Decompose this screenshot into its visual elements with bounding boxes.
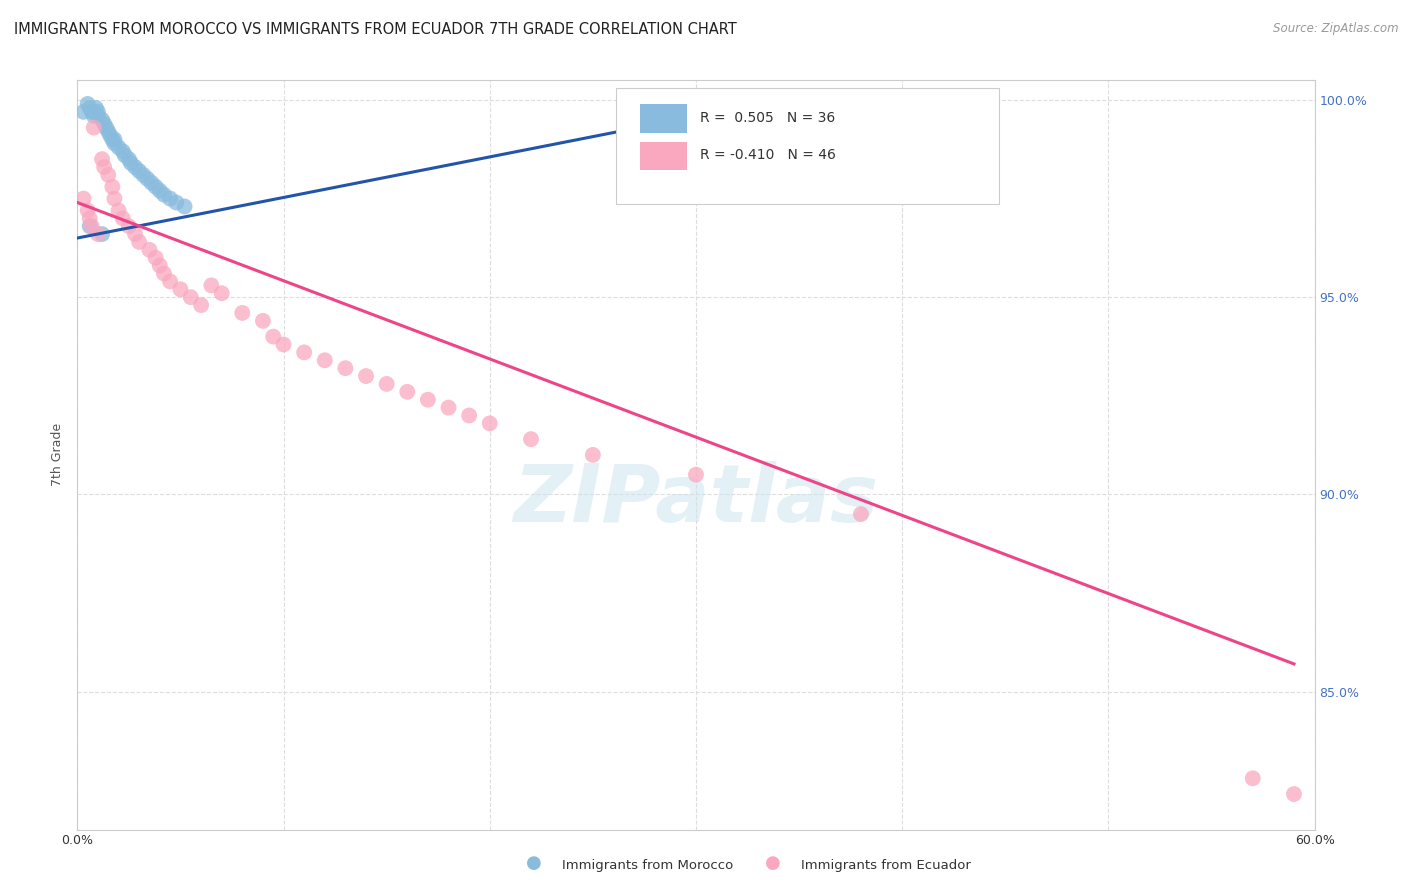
Point xyxy=(159,274,181,288)
Point xyxy=(335,361,357,376)
Text: IMMIGRANTS FROM MOROCCO VS IMMIGRANTS FROM ECUADOR 7TH GRADE CORRELATION CHART: IMMIGRANTS FROM MOROCCO VS IMMIGRANTS FR… xyxy=(14,22,737,37)
Point xyxy=(87,109,110,123)
Point xyxy=(169,282,191,296)
Point xyxy=(87,104,110,119)
Point xyxy=(124,227,146,241)
Point xyxy=(76,97,98,112)
Point xyxy=(190,298,212,312)
Point xyxy=(849,507,872,521)
Point xyxy=(93,117,115,131)
Point xyxy=(103,132,125,146)
Text: ●: ● xyxy=(526,855,543,872)
Point xyxy=(79,211,101,226)
Point xyxy=(437,401,460,415)
Bar xyxy=(640,142,688,170)
Text: Immigrants from Morocco: Immigrants from Morocco xyxy=(562,859,734,872)
Point xyxy=(96,120,118,135)
Point xyxy=(87,227,110,241)
Point xyxy=(153,267,176,281)
Bar xyxy=(640,104,688,133)
Point xyxy=(76,203,98,218)
Point xyxy=(159,192,181,206)
Point xyxy=(262,329,284,343)
Point xyxy=(252,314,274,328)
Text: R = -0.410   N = 46: R = -0.410 N = 46 xyxy=(700,148,835,162)
Point xyxy=(118,219,141,234)
Point xyxy=(273,337,295,351)
Point xyxy=(416,392,439,407)
Point xyxy=(211,286,233,301)
Point xyxy=(165,195,187,210)
Text: ●: ● xyxy=(765,855,782,872)
Point xyxy=(149,259,172,273)
Point xyxy=(79,101,101,115)
Point xyxy=(72,192,94,206)
Point xyxy=(153,187,176,202)
Point xyxy=(173,199,195,213)
Point xyxy=(314,353,336,368)
Point xyxy=(145,179,167,194)
Point xyxy=(136,172,159,186)
Point xyxy=(79,219,101,234)
Point xyxy=(141,176,163,190)
Point xyxy=(103,192,125,206)
Point xyxy=(101,132,124,146)
Point xyxy=(97,168,120,182)
Point xyxy=(91,112,114,127)
Point xyxy=(132,168,155,182)
Point xyxy=(83,109,105,123)
Point xyxy=(93,160,115,174)
Text: R =  0.505   N = 36: R = 0.505 N = 36 xyxy=(700,111,835,125)
Point xyxy=(138,243,160,257)
Point xyxy=(72,104,94,119)
Point xyxy=(128,164,150,178)
Point xyxy=(128,235,150,249)
Point xyxy=(396,384,419,399)
Point xyxy=(685,467,707,482)
Point xyxy=(97,124,120,138)
Point xyxy=(520,432,543,446)
Point xyxy=(1241,772,1264,786)
Point xyxy=(83,120,105,135)
Point xyxy=(101,179,124,194)
Text: Source: ZipAtlas.com: Source: ZipAtlas.com xyxy=(1274,22,1399,36)
Point xyxy=(98,128,121,143)
Point xyxy=(582,448,605,462)
Point xyxy=(149,184,172,198)
Point xyxy=(375,376,398,391)
Point xyxy=(107,140,129,154)
FancyBboxPatch shape xyxy=(616,87,1000,204)
Point xyxy=(787,101,810,115)
Point xyxy=(91,152,114,166)
Point xyxy=(1282,787,1305,801)
Point xyxy=(478,417,501,431)
Point xyxy=(644,97,666,112)
Text: Immigrants from Ecuador: Immigrants from Ecuador xyxy=(801,859,972,872)
Point xyxy=(91,227,114,241)
Point xyxy=(114,148,136,162)
Point xyxy=(103,136,125,151)
Point xyxy=(84,101,107,115)
Y-axis label: 7th Grade: 7th Grade xyxy=(51,424,65,486)
Point xyxy=(180,290,202,304)
Point xyxy=(292,345,315,359)
Point xyxy=(145,251,167,265)
Point xyxy=(124,160,146,174)
Point xyxy=(111,211,134,226)
Point xyxy=(118,152,141,166)
Point xyxy=(231,306,253,320)
Point xyxy=(107,203,129,218)
Text: ZIPatlas: ZIPatlas xyxy=(513,461,879,539)
Point xyxy=(458,409,481,423)
Point xyxy=(354,369,377,384)
Point xyxy=(80,219,103,234)
Point xyxy=(111,145,134,159)
Point xyxy=(200,278,222,293)
Point xyxy=(80,104,103,119)
Point xyxy=(120,156,142,170)
